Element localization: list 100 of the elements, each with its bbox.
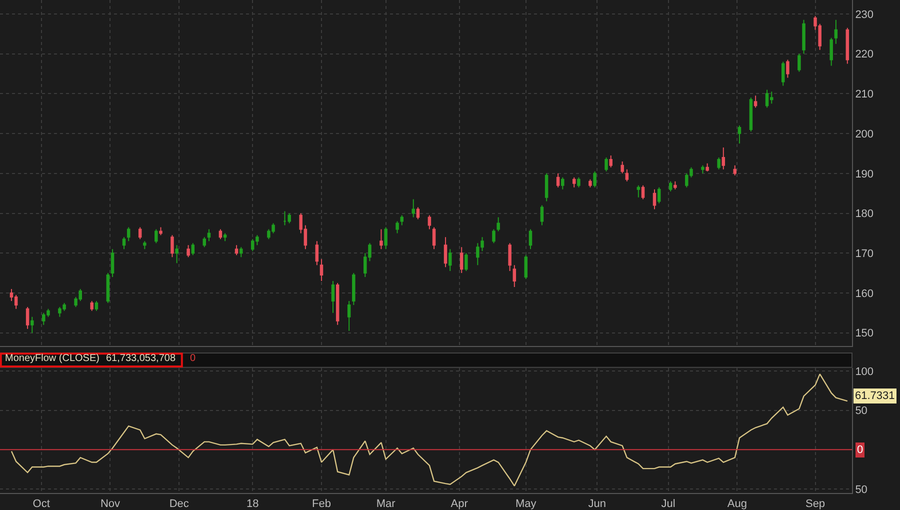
candlestick [528, 228, 532, 250]
candlestick [320, 258, 324, 282]
candlestick [126, 226, 130, 242]
candlestick [94, 300, 98, 312]
candlestick [170, 234, 174, 258]
candlestick [830, 37, 833, 66]
candlestick [492, 228, 496, 244]
y-tick-label: 190 [855, 168, 874, 180]
ref-line-label: 0 [857, 444, 864, 456]
y-tick-label: 100 [855, 366, 874, 378]
candlestick [620, 160, 624, 174]
candlestick [288, 212, 291, 224]
candlestick [396, 220, 399, 234]
text: MoneyFlow (CLOSE) [5, 353, 100, 364]
candlestick [556, 172, 560, 188]
candlestick [706, 162, 709, 172]
candlestick [218, 228, 222, 240]
candlestick [674, 180, 677, 190]
candlestick [641, 184, 645, 200]
candlestick [754, 95, 758, 108]
y-tick-label: 180 [855, 208, 874, 220]
x-tick-label: Apr [450, 498, 468, 510]
annotation: 61.7331 [855, 390, 895, 402]
candlestick [234, 244, 238, 256]
candlestick [609, 154, 612, 168]
x-tick-label: Mar [376, 498, 396, 510]
candlestick [448, 248, 452, 272]
x-tick-label: Feb [312, 498, 331, 510]
y-tick-label: 230 [855, 8, 874, 21]
y-tick-label: 220 [855, 48, 874, 61]
candlestick [347, 300, 351, 332]
candlestick [138, 226, 142, 240]
candlestick [186, 244, 190, 258]
candlestick [90, 300, 94, 312]
candlestick [722, 146, 726, 170]
candlestick [175, 244, 178, 264]
candlestick [544, 172, 548, 202]
candlestick [657, 186, 661, 204]
candlestick [577, 176, 580, 188]
y-tick-label: 200 [855, 128, 874, 140]
y-tick-label: 160 [855, 288, 874, 300]
x-tick-label: Jul [661, 498, 676, 510]
candlestick [625, 168, 629, 182]
candlestick [315, 240, 319, 266]
y-tick-label: 50 [855, 484, 868, 496]
candlestick [593, 170, 596, 188]
candlestick [636, 184, 640, 198]
candlestick [223, 232, 227, 242]
candlestick [652, 188, 656, 210]
candlestick [26, 306, 30, 330]
x-tick-label: Jun [588, 498, 606, 510]
line-series [10, 373, 848, 487]
candlestick [540, 204, 544, 226]
candlestick [110, 248, 114, 278]
text: 0 [190, 353, 196, 364]
y-tick-label: 150 [855, 328, 874, 340]
x-tick-label: Oct [32, 498, 50, 510]
candlestick [428, 214, 432, 230]
candlestick [749, 97, 753, 132]
candlestick [512, 264, 516, 288]
candlestick [207, 228, 211, 242]
candlestick [460, 246, 464, 274]
candlestick [444, 236, 448, 268]
candlestick [159, 226, 162, 236]
candlestick [496, 216, 500, 232]
candlestick [400, 214, 404, 226]
candlestick [572, 176, 576, 188]
candlestick [781, 61, 785, 86]
candlestick [561, 176, 564, 190]
y-tick-label: 170 [855, 248, 874, 260]
candlestick [154, 228, 158, 244]
candlestick [508, 242, 512, 272]
candlestick [336, 282, 340, 326]
candlestick [733, 164, 736, 176]
candlestick [786, 59, 790, 78]
candlestick [191, 242, 195, 256]
candlestick [802, 19, 806, 54]
candlestick [464, 252, 468, 272]
candlestick [240, 246, 243, 258]
candlestick [352, 272, 356, 306]
y-tick-label: 210 [855, 88, 874, 101]
candlestick [701, 164, 704, 174]
x-tick-label: 18 [246, 498, 259, 510]
candlestick [798, 53, 801, 72]
x-tick-label: May [516, 498, 537, 510]
candlestick [738, 125, 742, 144]
x-tick-label: Aug [727, 498, 747, 510]
candlestick [432, 226, 436, 250]
x-tick-label: Nov [100, 498, 121, 510]
candlestick [717, 156, 720, 170]
y-tick-label: 50 [855, 405, 868, 418]
candlestick [524, 254, 528, 280]
candlestick [412, 198, 415, 218]
candlestick [384, 226, 388, 250]
candlestick [846, 27, 850, 64]
candlestick [30, 316, 34, 334]
x-tick-label: Dec [169, 498, 190, 510]
candlestick [143, 240, 146, 250]
candlestick [106, 272, 110, 304]
text: 61,733,053,708 [106, 353, 176, 364]
